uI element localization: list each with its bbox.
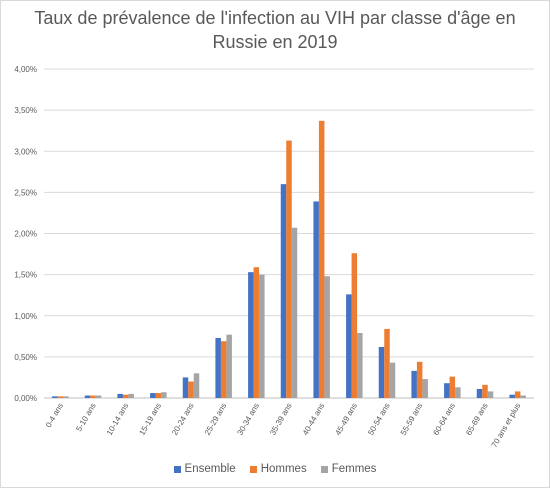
bar-ensemble xyxy=(411,370,417,398)
bar-hommes xyxy=(253,267,260,398)
bar-femmes xyxy=(422,379,428,398)
x-tick-label: 5-10 ans xyxy=(74,402,97,433)
bar-ensemble xyxy=(378,347,385,398)
bar-hommes xyxy=(384,328,390,398)
x-tick-label: 45-49 ans xyxy=(333,402,359,437)
bar-ensemble xyxy=(150,393,156,398)
bar-ensemble xyxy=(84,395,91,398)
bar-femmes xyxy=(357,333,363,398)
bar-ensemble xyxy=(509,394,515,398)
y-tick-label: 0,00% xyxy=(14,394,37,403)
bar-hommes xyxy=(90,395,96,398)
bar-femmes xyxy=(389,362,396,398)
bar-femmes xyxy=(226,334,232,398)
y-tick-label: 3,50% xyxy=(14,106,37,115)
bar-ensemble xyxy=(182,377,189,398)
x-tick-label: 20-24 ans xyxy=(170,402,196,437)
bar-femmes xyxy=(520,395,526,398)
x-tick-label: 0-4 ans xyxy=(44,402,65,430)
legend-label-femmes: Femmes xyxy=(331,463,377,475)
x-tick-label: 35-39 ans xyxy=(268,402,294,437)
x-tick-label: 40-44 ans xyxy=(301,402,327,437)
bar-femmes xyxy=(487,391,494,398)
bar-hommes xyxy=(188,381,194,398)
bar-ensemble xyxy=(476,388,483,398)
bar-ensemble xyxy=(280,184,287,398)
x-tick-label: 15-19 ans xyxy=(137,402,163,437)
bar-femmes xyxy=(63,396,69,398)
y-tick-label: 1,50% xyxy=(14,271,37,280)
bar-ensemble xyxy=(444,383,450,398)
bar-femmes xyxy=(95,395,102,398)
y-tick-label: 1,00% xyxy=(14,312,37,321)
y-tick-label: 2,00% xyxy=(14,230,37,239)
legend-item-hommes: Hommes xyxy=(249,463,307,475)
bar-ensemble xyxy=(215,337,221,398)
legend-swatch-ensemble xyxy=(173,465,181,473)
y-tick-label: 2,50% xyxy=(14,188,37,197)
bar-hommes xyxy=(416,361,423,398)
bar-ensemble xyxy=(52,396,58,398)
legend-swatch-hommes xyxy=(249,465,257,473)
bar-hommes xyxy=(449,376,456,398)
x-tick-label: 10-14 ans xyxy=(105,402,131,437)
legend-label-hommes: Hommes xyxy=(260,463,307,475)
bar-hommes xyxy=(286,140,292,398)
bar-hommes xyxy=(318,120,325,398)
bar-hommes xyxy=(220,341,227,398)
chart-title-line-1: Taux de prévalence de l'infection au VIH… xyxy=(34,8,516,28)
bar-femmes xyxy=(161,392,167,398)
bar-hommes xyxy=(155,393,162,398)
x-tick-label: 65-69 ans xyxy=(464,402,490,437)
bar-hommes xyxy=(57,396,64,398)
y-tick-label: 0,50% xyxy=(14,353,37,362)
legend-swatch-femmes xyxy=(320,465,328,473)
x-tick-label: 30-34 ans xyxy=(235,402,261,437)
bar-hommes xyxy=(122,394,129,398)
x-tick-label: 70 ans et plus xyxy=(490,402,523,450)
bar-hommes xyxy=(482,384,488,398)
bar-femmes xyxy=(128,393,134,398)
legend: Ensemble Hommes Femmes xyxy=(0,463,550,475)
x-tick-label: 60-64 ans xyxy=(431,402,457,437)
bar-femmes xyxy=(291,227,298,398)
bar-hommes xyxy=(351,253,358,398)
y-tick-label: 3,00% xyxy=(14,147,37,156)
y-tick-label: 4,00% xyxy=(14,65,37,74)
bar-ensemble xyxy=(248,272,254,398)
legend-label-ensemble: Ensemble xyxy=(184,463,236,475)
legend-item-ensemble: Ensemble xyxy=(173,463,236,475)
bar-femmes xyxy=(455,387,461,398)
bar-ensemble xyxy=(117,393,123,398)
bar-hommes xyxy=(514,391,521,398)
bar-femmes xyxy=(259,274,265,398)
x-tick-label: 55-59 ans xyxy=(399,402,425,437)
legend-item-femmes: Femmes xyxy=(320,463,377,475)
bar-ensemble xyxy=(346,294,352,398)
x-tick-label: 50-54 ans xyxy=(366,402,392,437)
chart-title: Taux de prévalence de l'infection au VIH… xyxy=(0,6,550,54)
bar-femmes xyxy=(324,276,330,398)
bar-femmes xyxy=(193,373,200,398)
chart-title-line-2: Russie en 2019 xyxy=(212,32,338,52)
bar-ensemble xyxy=(313,201,319,398)
x-tick-label: 25-29 ans xyxy=(203,402,229,437)
